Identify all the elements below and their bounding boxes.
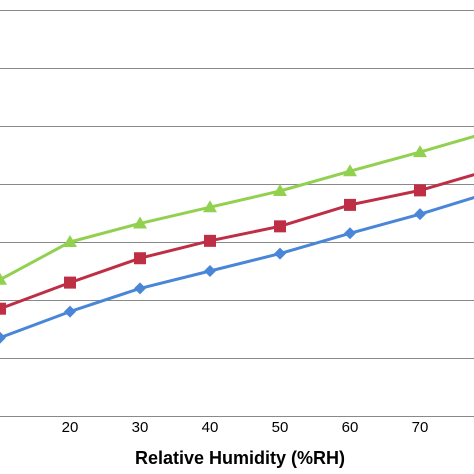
data-point-triangle: [203, 200, 217, 213]
data-point-diamond: [414, 208, 426, 221]
data-point-diamond: [0, 331, 6, 344]
data-point-triangle: [273, 183, 287, 196]
x-tick-label: 50: [272, 419, 289, 436]
x-tick-label: 60: [342, 419, 359, 436]
data-point-triangle: [133, 216, 147, 229]
data-point-diamond: [204, 265, 216, 277]
data-point-square: [344, 198, 356, 211]
data-point-diamond: [344, 227, 356, 240]
x-tick-label: 30: [132, 419, 149, 436]
data-point-triangle: [413, 145, 427, 158]
data-point-square: [64, 276, 76, 289]
data-point-diamond: [274, 247, 286, 260]
data-point-square: [274, 220, 286, 233]
data-point-diamond: [64, 305, 76, 318]
data-point-square: [204, 234, 216, 247]
x-axis-title-text: Relative Humidity (%RH): [135, 448, 345, 468]
data-point-triangle: [343, 164, 357, 177]
data-point-diamond: [134, 282, 146, 295]
data-point-triangle: [63, 235, 77, 247]
data-point-square: [0, 302, 6, 315]
x-tick-label: 20: [62, 419, 79, 436]
data-point-square: [414, 184, 426, 197]
data-point-square: [134, 252, 146, 265]
x-tick-label: 70: [412, 419, 429, 436]
x-tick-label: 40: [202, 419, 219, 436]
data-point-triangle: [0, 272, 7, 285]
